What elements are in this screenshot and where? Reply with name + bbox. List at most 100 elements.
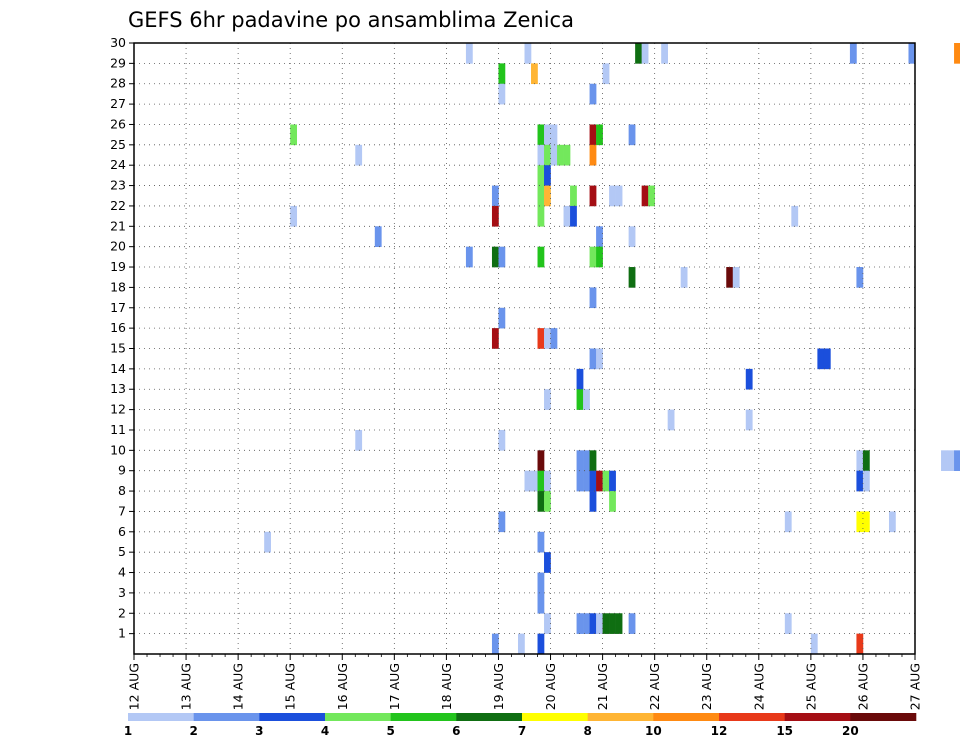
y-tick-label: 19: [110, 259, 126, 274]
colorbar-swatch: [325, 713, 391, 721]
heatmap-cell: [583, 389, 590, 410]
heatmap-cell: [589, 470, 597, 492]
x-tick-label: 26 AUG: [855, 663, 870, 710]
x-tick-label: 20 AUG: [543, 663, 558, 710]
heatmap-cell: [732, 267, 740, 288]
heatmap-cell: [517, 633, 525, 655]
heatmap-cell: [290, 124, 298, 146]
heatmap-cell: [589, 287, 597, 309]
y-axis: 1234567891011121314151617181920212223242…: [110, 35, 134, 641]
y-tick-label: 10: [110, 442, 126, 457]
heatmap-cell: [856, 267, 864, 288]
heatmap-cell: [954, 450, 960, 471]
heatmap-cell: [544, 124, 551, 146]
heatmap-cell: [856, 470, 864, 492]
y-tick-label: 9: [118, 463, 126, 478]
heatmap-cell: [589, 348, 597, 370]
heatmap-cell: [596, 124, 603, 146]
heatmap-cell: [589, 491, 597, 512]
heatmap-cell: [576, 470, 584, 492]
chart-title: GEFS 6hr padavine po ansamblima Zenica: [128, 8, 574, 32]
heatmap-cell: [537, 450, 545, 471]
y-tick-label: 1: [118, 626, 126, 641]
heatmap-cell: [823, 348, 831, 370]
colorbar-label: 5: [386, 724, 394, 738]
heatmap-cell: [355, 429, 363, 451]
heatmap-cell: [589, 185, 597, 207]
heatmap-cell: [563, 144, 571, 166]
heatmap-cell: [862, 511, 870, 533]
heatmap-cell: [537, 185, 545, 207]
heatmap-cell: [954, 43, 960, 64]
heatmap-cell: [544, 389, 551, 410]
x-tick-label: 24 AUG: [751, 663, 766, 710]
x-tick-label: 22 AUG: [647, 663, 662, 710]
y-tick-label: 16: [110, 320, 126, 335]
y-tick-label: 8: [118, 483, 126, 498]
heatmap-cell: [557, 144, 564, 166]
x-tick-label: 23 AUG: [699, 663, 714, 710]
colorbar-swatch: [522, 713, 588, 721]
x-tick-label: 17 AUG: [387, 663, 402, 710]
heatmap-cell: [491, 633, 499, 655]
y-tick-label: 18: [110, 279, 126, 294]
colorbar-label: 1: [124, 724, 132, 738]
heatmap-cell: [589, 450, 597, 471]
colorbar-label: 3: [255, 724, 263, 738]
heatmap-cell: [498, 429, 506, 451]
heatmap-cell: [609, 470, 616, 492]
heatmap-cell: [641, 43, 649, 64]
y-tick-label: 25: [110, 137, 126, 152]
heatmap-cell: [596, 470, 603, 492]
y-tick-label: 27: [110, 96, 126, 111]
y-tick-label: 4: [118, 565, 126, 580]
heatmap-cell: [544, 185, 551, 207]
heatmap-cell: [544, 552, 551, 573]
heatmap-cell: [491, 328, 499, 349]
heatmap-cell: [602, 613, 610, 634]
heatmap-cell: [862, 470, 870, 492]
heatmap-cell: [537, 328, 545, 349]
heatmap-cell: [849, 43, 857, 64]
heatmap-cell: [856, 633, 864, 655]
y-tick-label: 29: [110, 55, 126, 70]
heatmap-cell: [862, 450, 870, 471]
colorbar-swatch: [193, 713, 260, 721]
heatmap-cell: [596, 348, 603, 370]
heatmap-cell: [491, 185, 499, 207]
colorbar-label: 10: [645, 724, 662, 738]
y-tick-label: 23: [110, 178, 126, 193]
heatmap-cell: [628, 613, 636, 634]
heatmap-cell: [745, 409, 753, 431]
heatmap-cell: [583, 450, 590, 471]
heatmap-cell: [355, 144, 363, 166]
y-tick-label: 6: [118, 524, 126, 539]
colorbar-swatch: [850, 713, 917, 721]
heatmap-cell: [589, 83, 597, 105]
heatmap-cell: [941, 450, 948, 471]
y-tick-label: 17: [110, 300, 126, 315]
y-tick-label: 5: [118, 544, 126, 559]
colorbar-label: 7: [518, 724, 526, 738]
heatmap-cell: [531, 470, 538, 492]
heatmap-cell: [609, 185, 616, 207]
heatmap-cell: [661, 43, 668, 64]
heatmap-cell: [856, 450, 864, 471]
heatmap-cell: [628, 267, 636, 288]
heatmap-cell: [544, 613, 551, 634]
y-tick-label: 13: [110, 381, 126, 396]
y-tick-label: 21: [110, 218, 126, 233]
y-tick-label: 3: [118, 585, 126, 600]
x-tick-label: 12 AUG: [127, 663, 142, 710]
x-tick-label: 18 AUG: [439, 663, 454, 710]
heatmap-cell: [888, 511, 896, 533]
heatmap-cell: [537, 592, 545, 614]
heatmap-cell: [498, 63, 506, 85]
y-tick-label: 30: [110, 35, 126, 50]
y-tick-label: 26: [110, 116, 126, 131]
x-tick-label: 16 AUG: [335, 663, 350, 710]
colorbar-swatch: [390, 713, 457, 721]
heatmap-cell: [784, 511, 792, 533]
x-tick-label: 25 AUG: [803, 663, 818, 710]
heatmap-cell: [544, 144, 551, 166]
